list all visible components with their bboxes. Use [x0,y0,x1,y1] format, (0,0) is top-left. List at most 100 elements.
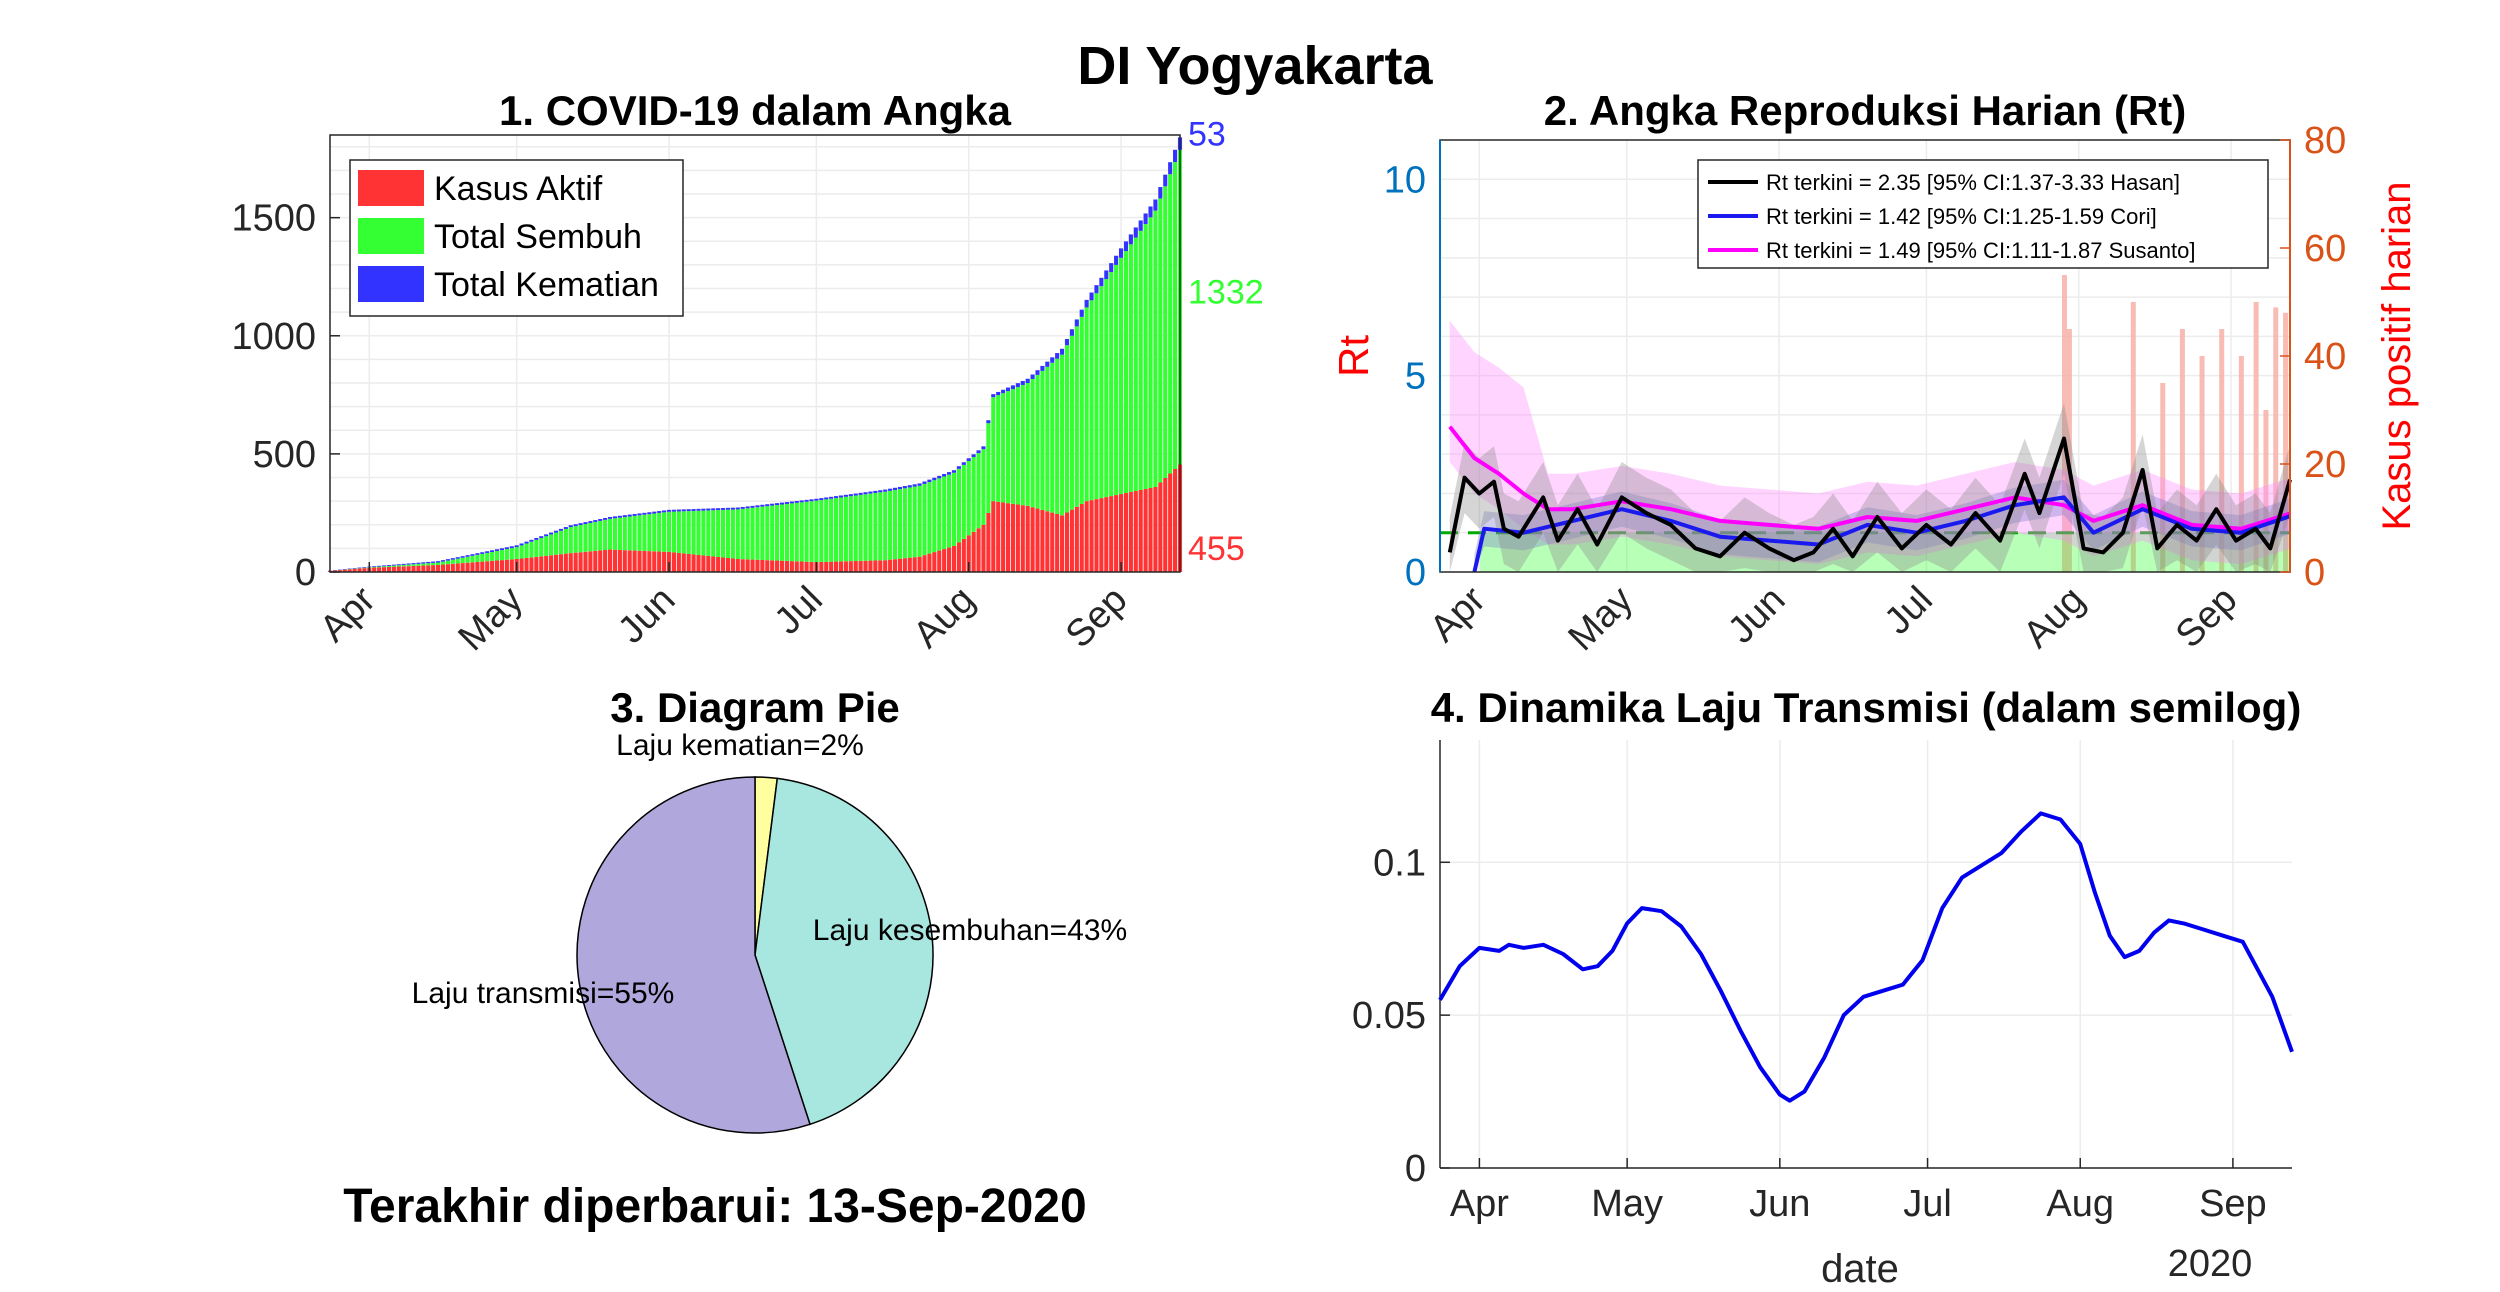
panel1-bar-aktif [1074,506,1079,572]
panel1-bar-kematian [721,508,726,510]
panel1-bar-aktif [460,563,465,572]
panel1-bar-kematian [1020,380,1025,386]
panel1-bar-kematian [1040,365,1045,371]
panel1-xtick-label: Jul [767,579,831,643]
panel1-bar-aktif [1050,512,1055,572]
panel1-bar-aktif [662,551,667,572]
panel1-bar-aktif [775,560,780,572]
panel2-ytick-label: 5 [1405,356,1426,398]
panel2-ytick-right-label: 80 [2304,120,2346,162]
panel1-bar-aktif [760,559,765,572]
panel1-bar-aktif [1138,489,1143,572]
panel1-bar-sembuh [799,502,804,562]
panel1-bar-kematian [642,512,647,515]
panel1-bar-sembuh [966,460,971,536]
panel1-bar-aktif [1060,515,1065,572]
panel1-bar-kematian [534,538,539,540]
panel1-bar-kematian [1089,292,1094,301]
panel1-bar-aktif [524,557,529,572]
panel1-bar-sembuh [436,562,441,565]
panel1-bar-aktif [421,565,426,572]
panel1-bar-kematian [652,511,657,514]
pie-label: Laju kematian=2% [616,729,864,762]
panel1-bar-sembuh [991,397,996,502]
panel1-bar-aktif [986,512,991,572]
panel1-bar-sembuh [804,501,809,562]
panel1-bar-aktif [868,560,873,572]
panel1-bar-aktif [426,565,431,572]
panel4-ytick-label: 0.05 [1352,995,1426,1037]
panel1-bar-sembuh [760,506,765,560]
panel1-bar-sembuh [745,508,750,560]
panel1-bar-aktif [485,561,490,572]
panel1-bar-kematian [711,508,716,511]
panel1-bar-aktif [809,561,814,572]
panel1-bar-sembuh [642,514,647,551]
panel1-bar-aktif [1173,469,1178,572]
panel1-bar-sembuh [603,519,608,551]
panel1-label-sembuh: 1332 [1188,273,1264,311]
panel1-bar-kematian [917,483,922,486]
panel1-bar-kematian [888,488,893,491]
panel1-bar-aktif [799,561,804,572]
panel1-bar-kematian [627,514,632,517]
panel1-bar-kematian [431,561,436,563]
panel2-ytick-right-label: 60 [2304,228,2346,270]
panel1-bar-sembuh [578,525,583,553]
panel1-bar-aktif [1133,491,1138,572]
panel1-bar-kematian [1128,234,1133,245]
panel1-bar-aktif [372,567,377,572]
panel1-bar-kematian [804,499,809,502]
panel2-daily-case-bar [2199,356,2205,572]
panel1-bar-kematian [460,556,465,558]
panel1-bar-sembuh [553,532,559,555]
panel1-bar-sembuh [1163,186,1168,478]
panel1-bar-kematian [765,504,770,507]
panel1-bar-sembuh [937,478,942,551]
panel4-ytick-label: 0.1 [1373,842,1426,884]
panel1-bar-kematian [573,524,578,527]
panel1-bar-aktif [1123,493,1129,572]
panel1-bar-kematian [912,484,917,487]
panel1-bar-sembuh [986,423,991,513]
panel1-bar-aktif [932,552,937,572]
panel1-bar-aktif [947,547,952,572]
panel1-bar-sembuh [765,506,770,561]
panel1-bar-sembuh [716,510,721,557]
panel1-bar-kematian [632,514,637,516]
panel1-bar-sembuh [490,551,495,561]
panel2-legend-label: Rt terkini = 2.35 [95% CI:1.37-3.33 Hasa… [1766,170,2180,195]
panel1-bar-kematian [558,528,563,531]
panel1-bar-kematian [932,477,937,481]
pie-slice [754,777,934,1126]
panel1-bar-aktif [612,549,618,572]
panel1-bar-aktif [888,559,893,572]
panel1-bar-sembuh [809,501,814,562]
panel1-xtick-label: Apr [312,578,384,650]
panel1-bar-aktif [1118,494,1124,572]
panel1-bar-sembuh [465,556,470,563]
panel1-bar-aktif [1055,513,1060,572]
panel2-xtick-label: Jun [1720,579,1793,652]
panel1-bar-aktif [499,560,505,572]
panel1-bar-aktif [716,556,721,572]
panel1-bar-sembuh [755,507,760,560]
panel1-bar-aktif [961,538,966,572]
panel1-bar-aktif [1010,503,1016,572]
panel1-bar-aktif [686,553,691,572]
panel1-ytick-label: 500 [253,434,316,476]
panel1-bar-kematian [927,479,932,483]
panel1-bar-kematian [598,519,603,521]
panel1-bar-kematian [622,515,627,518]
panel1-bar-kematian [951,470,957,473]
panel1-bar-kematian [593,520,598,522]
panel1-bar-aktif [377,567,382,572]
panel1-xtick-label: Sep [1058,579,1136,657]
panel1-bar-sembuh [637,515,642,551]
panel1-bar-sembuh [544,536,549,556]
panel1-bar-sembuh [873,492,878,561]
panel1-bar-kematian [947,472,952,475]
panel1-bar-aktif [549,555,554,572]
panel1-bar-sembuh [421,563,426,566]
